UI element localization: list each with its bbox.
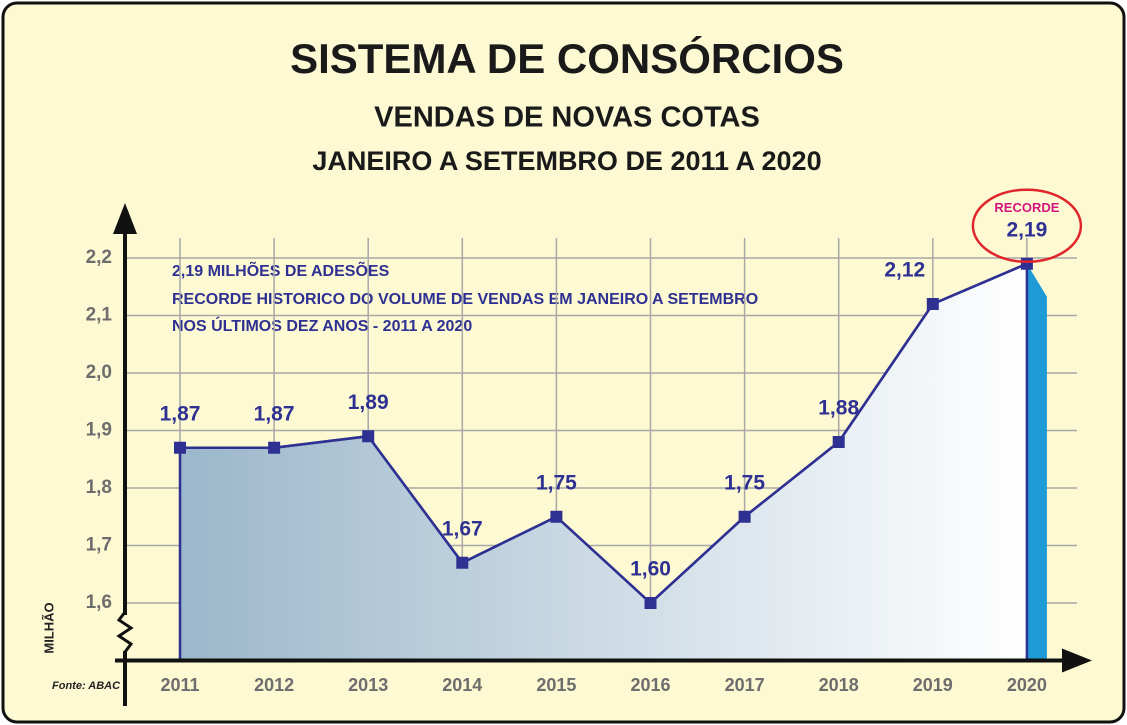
data-label: 1,87: [254, 402, 295, 425]
x-tick-label: 2013: [348, 675, 388, 695]
highlight-label: RECORDE: [994, 200, 1059, 215]
y-tick-label: 2,0: [86, 362, 112, 383]
x-axis-arrow: [1062, 648, 1092, 673]
marker: [644, 597, 657, 609]
x-tick-label: 2018: [819, 675, 859, 695]
y-tick-label: 1,6: [86, 592, 112, 613]
y-tick-label: 2,1: [86, 305, 113, 326]
y-tick-label: 1,9: [86, 420, 112, 441]
x-tick-label: 2011: [160, 675, 199, 695]
source: Fonte: ABAC: [52, 680, 121, 692]
x-tick-label: 2012: [254, 675, 294, 695]
data-label: 2,19: [1006, 218, 1047, 241]
data-label: 1,75: [724, 471, 765, 494]
highlight-circle: [971, 188, 1083, 263]
y-tick-label: 1,8: [86, 477, 112, 498]
annotation: NOS ÚLTIMOS DEZ ANOS - 2011 A 2020: [172, 316, 472, 335]
marker: [1020, 257, 1033, 270]
marker: [268, 441, 281, 454]
chart-title: SISTEMA DE CONSÓRCIOS: [290, 34, 844, 82]
x-tick-label: 2019: [913, 675, 953, 695]
marker: [832, 436, 845, 448]
x-tick-label: 2015: [536, 675, 576, 695]
data-label: 1,87: [160, 402, 201, 425]
marker: [456, 556, 469, 569]
y-axis-label: MILHÃO: [41, 602, 56, 653]
subtitle: VENDAS DE NOVAS COTAS: [374, 102, 760, 134]
marker: [174, 441, 186, 454]
x-tick-label: 2016: [630, 675, 670, 695]
x-tick-label: 2017: [725, 675, 765, 695]
y-tick-label: 2,2: [86, 247, 112, 268]
data-label: 1,75: [536, 471, 577, 494]
x-tick-label: 2014: [442, 675, 482, 695]
y-axis-arrow: [113, 203, 137, 234]
annotation: 2,19 MILHÕES DE ADESÕES: [172, 260, 390, 280]
annotation: RECORDE HISTORICO DO VOLUME DE VENDAS EM…: [172, 291, 758, 308]
y-tick-label: 1,7: [86, 535, 112, 556]
data-label: 1,60: [630, 558, 671, 581]
marker: [926, 298, 939, 310]
data-label: 1,67: [442, 517, 483, 540]
subtitle: JANEIRO A SETEMBRO DE 2011 A 2020: [312, 146, 821, 176]
data-label: 1,88: [818, 397, 859, 420]
marker: [738, 510, 751, 523]
axis-break: [116, 611, 134, 653]
x-tick-label: 2020: [1007, 675, 1047, 695]
data-label: 2,12: [884, 259, 925, 282]
line: [180, 262, 1028, 605]
area-side: [1026, 263, 1047, 661]
data-label: 1,89: [348, 391, 389, 414]
marker: [550, 510, 563, 523]
marker: [362, 430, 375, 443]
plot: 2011 2012 2013 2014 2015 2016 2017 2018 2019 2020…: [86, 188, 1092, 706]
